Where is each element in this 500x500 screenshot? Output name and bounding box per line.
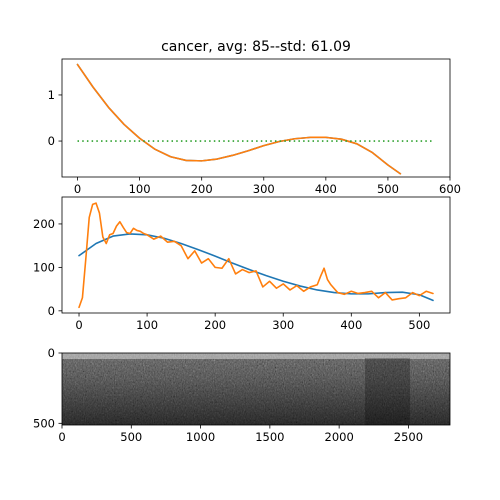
x-tick-label: 200 [204, 318, 226, 332]
top-line-plot: 0 100 200 300 400 500 600 0 1 [48, 58, 461, 196]
axes-frame [61, 58, 451, 178]
x-tick-label: 400 [315, 182, 337, 196]
middle-line-plot: 0 100 200 300 400 500 0 100 200 [33, 196, 451, 332]
x-tick-label: 500 [377, 182, 399, 196]
y-tick-label: 1 [48, 88, 55, 102]
x-tick-label: 100 [129, 182, 151, 196]
series-line-1 [76, 63, 402, 175]
x-tick-label: 0 [74, 182, 81, 196]
x-tick-label: 500 [120, 430, 142, 444]
chart-title: cancer, avg: 85--std: 61.09 [161, 39, 351, 55]
x-tick-label: 1500 [255, 430, 284, 444]
x-tick-label: 300 [253, 182, 275, 196]
heatmap-image-shading [62, 353, 450, 425]
heatmap-bright-band [62, 353, 450, 359]
y-tick-label: 200 [33, 217, 55, 231]
y-tick-label: 0 [48, 304, 55, 318]
series-line-2 [76, 63, 402, 175]
x-tick-label: 300 [272, 318, 294, 332]
x-tick-label: 100 [136, 318, 158, 332]
axes-frame [61, 352, 451, 426]
heatmap-dark-region [365, 358, 410, 425]
y-tick-label: 0 [48, 134, 55, 148]
x-tick-label: 2500 [394, 430, 423, 444]
x-tick-label: 400 [340, 318, 362, 332]
x-tick-label: 2000 [325, 430, 354, 444]
x-tick-label: 1000 [186, 430, 215, 444]
y-tick-label: 100 [33, 260, 55, 274]
series-line-2 [78, 202, 434, 309]
x-tick-label: 500 [408, 318, 430, 332]
y-tick-label: 500 [33, 416, 55, 430]
x-tick-label: 0 [58, 430, 65, 444]
x-tick-label: 0 [75, 318, 82, 332]
series-line-1 [78, 233, 434, 302]
axes-frame [61, 196, 451, 314]
x-tick-label: 200 [191, 182, 213, 196]
y-tick-label: 0 [48, 346, 55, 360]
x-tick-label: 600 [439, 182, 461, 196]
